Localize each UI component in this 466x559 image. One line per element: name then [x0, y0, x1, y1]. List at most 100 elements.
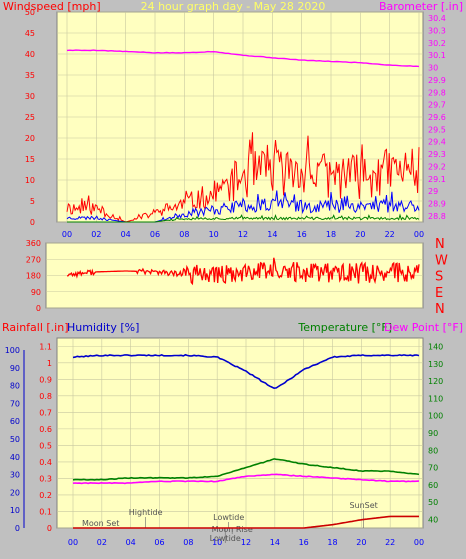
- event-label: Moon Rise: [212, 525, 253, 534]
- wind-y-tick-label: 50: [25, 8, 35, 17]
- compass-label: N: [435, 302, 445, 317]
- wind-x-tick-label: 12: [238, 230, 248, 239]
- temperature-tick-label: 110: [428, 394, 443, 403]
- humidity-tick-label: 50: [10, 435, 20, 444]
- barometer-tick-label: 29.8: [428, 88, 446, 97]
- barometer-tick-label: 30.2: [428, 39, 446, 48]
- env-x-tick-label: 10: [212, 538, 222, 547]
- humidity-tick-label: 80: [10, 382, 20, 391]
- temperature-tick-label: 40: [428, 515, 438, 524]
- dewpoint-axis-title: Dew Point [°F]: [384, 321, 463, 334]
- env-x-tick-label: 06: [154, 538, 164, 547]
- wind-y-tick-label: 20: [25, 134, 35, 143]
- wind-y-tick-label: 15: [25, 155, 35, 164]
- env-x-tick-label: 16: [299, 538, 309, 547]
- temperature-tick-label: 140: [428, 343, 443, 352]
- env-x-tick-label: 14: [270, 538, 280, 547]
- rain-tick-label: 0.8: [39, 392, 52, 401]
- direction-grid: [46, 242, 423, 309]
- rain-tick-label: 0.6: [39, 425, 52, 434]
- wind-grid: [57, 11, 423, 223]
- wind-y-tick-label: 45: [25, 29, 35, 38]
- barometer-tick-label: 30.3: [428, 27, 446, 36]
- humidity-tick-label: 10: [10, 506, 20, 515]
- wind-x-tick-label: 22: [385, 230, 395, 239]
- env-grid: [57, 338, 423, 529]
- env-x-tick-label: 12: [241, 538, 251, 547]
- direction-tick-label: 270: [26, 255, 41, 264]
- barometer-tick-label: 29.7: [428, 101, 446, 110]
- event-label: Hightide: [129, 508, 163, 517]
- env-x-tick-label: 08: [183, 538, 193, 547]
- compass-label: N: [435, 237, 445, 252]
- wind-x-tick-label: 08: [179, 230, 189, 239]
- wind-y-tick-label: 10: [25, 176, 35, 185]
- wind-y-tick-label: 30: [25, 92, 35, 101]
- wind-y-tick-label: 25: [25, 113, 35, 122]
- humidity-axis-title: Humidity [%]: [67, 321, 139, 334]
- barometer-tick-label: 29.5: [428, 125, 446, 134]
- rain-tick-label: 0.3: [39, 474, 52, 483]
- wind-series-line: [67, 213, 420, 223]
- wind-y-ticks: 0 5 10 15 20 25 30 35 40 45 50: [25, 8, 35, 227]
- env-x-tick-label: 20: [356, 538, 366, 547]
- compass-label: E: [435, 286, 443, 301]
- humidity-tick-label: 70: [10, 399, 20, 408]
- wind-x-ticks: 00 02 04 06 08 10 12 14 16 18 20 22 00: [62, 230, 424, 239]
- barometer-tick-label: 29.2: [428, 162, 446, 171]
- wind-y-tick-label: 35: [25, 71, 35, 80]
- event-label: Lowtide: [213, 513, 244, 522]
- compass-label: S: [435, 270, 443, 285]
- wind-x-tick-label: 02: [91, 230, 101, 239]
- humidity-tick-label: 90: [10, 364, 20, 373]
- env-series-line: [72, 473, 420, 485]
- temperature-tick-label: 60: [428, 481, 438, 490]
- chart-title: 24 hour graph day - May 28 2020: [141, 0, 326, 13]
- rain-tick-label: 0.1: [39, 507, 52, 516]
- rain-tick-label: 0.4: [39, 458, 52, 467]
- barometer-ticks: 28.8 28.9 29 29.1 29.2 29.3 29.4 29.5 29.6 29.7 29…: [428, 14, 446, 221]
- env-x-tick-label: 02: [97, 538, 107, 547]
- rain-tick-label: 0.2: [39, 491, 52, 500]
- env-x-tick-label: 18: [327, 538, 337, 547]
- temperature-tick-label: 50: [428, 498, 438, 507]
- env-x-tick-label: 00: [68, 538, 78, 547]
- rain-ticks: 0 0.1 0.2 0.3 0.4 0.5 0.6 0.7 0.8 0.9 1 1.1: [39, 342, 52, 533]
- env-x-tick-label: 00: [414, 538, 424, 547]
- env-series-line: [73, 515, 419, 529]
- barometer-tick-label: 30: [428, 64, 438, 73]
- rainfall-axis-title: Rainfall [.in]: [2, 321, 69, 334]
- barometer-tick-label: 28.8: [428, 212, 446, 221]
- wind-x-tick-label: 20: [355, 230, 365, 239]
- temperature-tick-label: 70: [428, 464, 438, 473]
- barometer-tick-label: 29: [428, 187, 438, 196]
- barometer-tick-label: 29.6: [428, 113, 446, 122]
- barometer-axis-title: Barometer [.in]: [379, 0, 463, 13]
- env-x-tick-label: 04: [126, 538, 136, 547]
- event-label: SunSet: [349, 501, 377, 510]
- rain-tick-label: 0.9: [39, 375, 52, 384]
- barometer-line: [66, 49, 420, 68]
- env-series-line: [72, 458, 420, 481]
- direction-tick-label: 0: [36, 304, 41, 313]
- rain-tick-label: 0: [47, 524, 52, 533]
- wind-x-tick-label: 00: [62, 230, 72, 239]
- wind-y-tick-label: 40: [25, 50, 35, 59]
- wind-y-tick-label: 5: [30, 197, 35, 206]
- env-series-line: [72, 353, 420, 390]
- rain-tick-label: 1: [47, 359, 52, 368]
- temperature-tick-label: 130: [428, 360, 443, 369]
- wind-x-tick-label: 10: [209, 230, 219, 239]
- barometer-tick-label: 29.4: [428, 138, 446, 147]
- event-label: Lowtide: [210, 534, 241, 543]
- barometer-tick-label: 29.9: [428, 76, 446, 85]
- env-x-tick-label: 22: [385, 538, 395, 547]
- env-series: [72, 353, 420, 529]
- direction-series: [66, 257, 420, 286]
- rain-tick-label: 1.1: [39, 342, 52, 351]
- direction-tick-label: 360: [26, 239, 41, 248]
- compass-label: W: [435, 253, 448, 268]
